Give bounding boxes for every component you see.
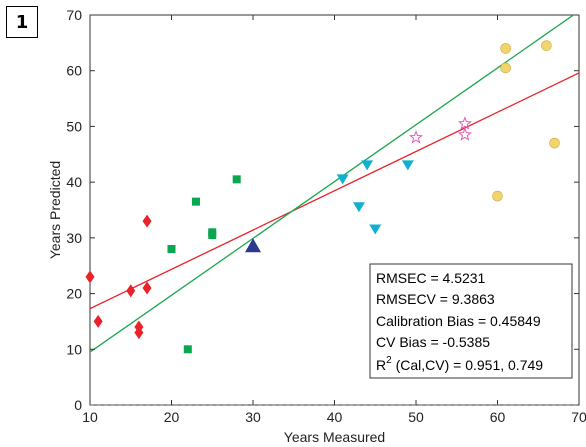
diamond-marker [85,270,95,284]
diamond-marker [93,314,103,328]
y-tick-label: 40 [66,174,82,190]
x-tick-label: 40 [327,409,343,425]
x-tick-label: 50 [408,409,424,425]
x-tick-label: 70 [571,409,586,425]
square-marker [183,345,192,354]
x-tick-label: 20 [164,409,180,425]
statistics-box: RMSEC = 4.5231 RMSECV = 9.3863 Calibrati… [369,263,573,379]
square-marker [167,245,176,253]
x-tick-label: 10 [82,409,98,425]
calibration-fit-line [90,72,579,310]
circle-marker [492,190,503,202]
y-tick-label: 60 [66,63,82,79]
x-tick-label: 60 [490,409,506,425]
triangle-up-marker [245,238,261,253]
r2-superscript: 2 [386,355,392,366]
diamond-marker [134,326,144,340]
x-axis-label: Years Measured [284,429,385,445]
data-points [85,40,560,354]
diamond-marker [142,281,152,295]
r-squared-text: R2 (Cal,CV) = 0.951, 0.749 [376,355,543,373]
y-tick-label: 10 [66,341,82,357]
triangle-down-marker [352,202,365,213]
triangle-down-marker [361,160,374,171]
y-tick-label: 0 [74,397,82,413]
cross-validation-fit-line [90,15,575,353]
y-tick-label: 20 [66,286,82,302]
fit-lines [90,15,579,353]
star-marker [457,127,472,141]
star-marker [408,130,424,144]
panel-label: 1 [6,6,38,38]
circle-marker [549,137,560,149]
triangle-down-marker [336,174,349,185]
y-tick-label: 70 [66,7,82,23]
y-tick-label: 30 [66,230,82,246]
square-marker [208,231,217,240]
cv-bias-text: CV Bias = -0.5385 [376,334,490,350]
diamond-marker [126,284,136,298]
x-tick-label: 30 [245,409,261,425]
diamond-marker [142,214,152,228]
circle-marker [541,40,552,51]
rmsec-text: RMSEC = 4.5231 [376,270,486,286]
r2-suffix: (Cal,CV) = 0.951, 0.749 [392,357,544,373]
triangle-down-marker [369,224,382,235]
y-tick-label: 50 [66,118,82,134]
circle-marker [500,62,511,74]
r2-prefix: R [376,357,386,373]
star-marker [457,116,472,130]
square-marker [232,175,241,184]
triangle-down-marker [401,160,414,171]
y-axis-label: Years Predicted [47,161,63,259]
rmsecv-text: RMSECV = 9.3863 [376,291,495,307]
circle-marker [500,43,511,54]
square-marker [191,197,200,206]
calibration-bias-text: Calibration Bias = 0.45849 [376,313,541,329]
